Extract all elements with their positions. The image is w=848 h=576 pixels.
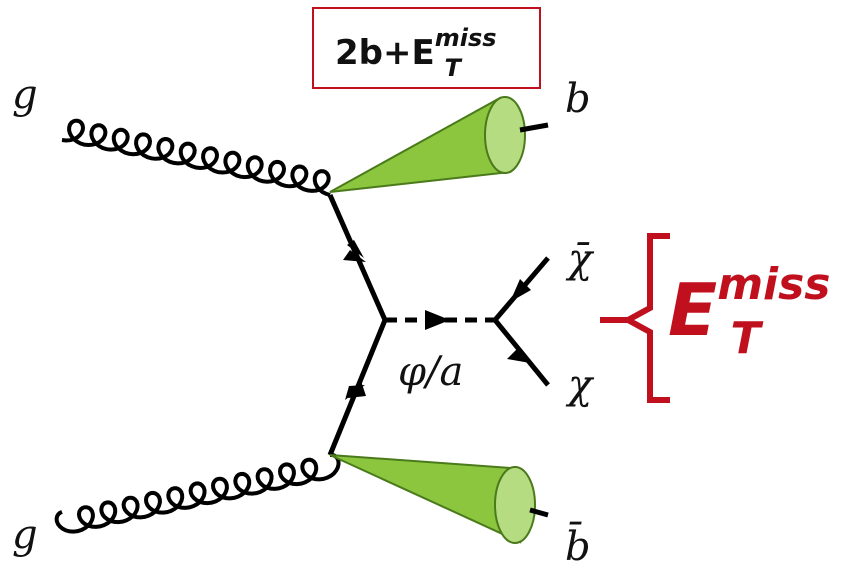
bracket — [600, 236, 670, 400]
feynman-diagram: 2b+EmissT g g b b̄ χ̄ χ φ/a EmissT — [0, 0, 848, 576]
particle-label: g — [12, 512, 38, 558]
particle-label: χ̄ — [565, 236, 595, 282]
missing-main: E — [668, 268, 717, 352]
particle-label: φ/a — [398, 349, 463, 395]
signature-main: 2b+E — [335, 33, 435, 73]
particle-label: b — [565, 76, 591, 122]
arrow — [425, 310, 450, 330]
particle-label: χ — [565, 362, 595, 408]
jet-cone — [330, 455, 520, 542]
missing-sup: miss — [717, 259, 830, 310]
particle-label: b̄ — [565, 521, 591, 570]
jet-cone — [330, 98, 510, 192]
jet-cap — [495, 467, 535, 543]
jet-cap — [485, 97, 525, 173]
missing-sub: T — [731, 313, 764, 364]
particle-label: g — [12, 72, 38, 118]
gluon-line — [62, 121, 330, 195]
gluon-line — [57, 455, 339, 532]
signature-sup: miss — [435, 24, 497, 52]
signature-sub: T — [445, 54, 463, 82]
